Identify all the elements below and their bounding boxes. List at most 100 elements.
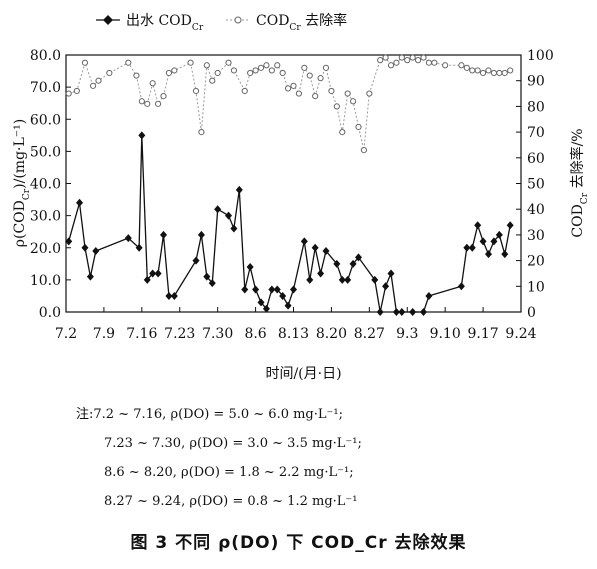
data-point-effluent-cod bbox=[284, 301, 292, 310]
data-point-removal-rate bbox=[73, 87, 80, 95]
data-point-removal-rate bbox=[279, 69, 286, 77]
data-point-removal-rate bbox=[312, 93, 319, 100]
data-point-effluent-cod bbox=[490, 237, 498, 246]
y-right-tick-label: 60 bbox=[527, 151, 545, 167]
x-tick-label: 8.6 bbox=[244, 326, 266, 342]
data-point-removal-rate bbox=[230, 67, 238, 74]
data-point-effluent-cod bbox=[506, 221, 514, 230]
data-point-removal-rate bbox=[89, 82, 97, 89]
data-point-removal-rate bbox=[165, 69, 173, 77]
data-point-effluent-cod bbox=[230, 224, 238, 233]
data-point-effluent-cod bbox=[387, 269, 395, 278]
data-point-removal-rate bbox=[377, 57, 384, 64]
data-point-effluent-cod bbox=[165, 291, 173, 300]
data-point-removal-rate bbox=[355, 123, 362, 131]
data-point-effluent-cod bbox=[290, 285, 297, 294]
note-period: 7.23 ~ 7.30 bbox=[104, 436, 182, 451]
legend-label-removal: CODCr 去除率 bbox=[256, 12, 347, 33]
data-point-removal-rate bbox=[95, 77, 102, 84]
data-point-removal-rate bbox=[65, 90, 72, 97]
data-point-effluent-cod bbox=[124, 234, 132, 243]
x-tick-label: 7.30 bbox=[202, 326, 233, 342]
data-point-removal-rate bbox=[420, 54, 427, 61]
data-point-removal-rate bbox=[274, 62, 281, 69]
x-tick-label: 8.13 bbox=[278, 326, 309, 342]
x-tick-label: 7.23 bbox=[164, 326, 195, 342]
x-tick-label: 7.9 bbox=[93, 326, 115, 342]
y-right-tick-label: 10 bbox=[527, 279, 545, 295]
series-line-effluent-cod bbox=[68, 135, 511, 313]
y-right-axis-title: CODCr 去除率/% bbox=[569, 128, 590, 237]
data-point-removal-rate bbox=[192, 87, 200, 95]
data-point-removal-rate bbox=[295, 90, 303, 97]
data-point-removal-rate bbox=[171, 67, 178, 74]
data-point-removal-rate bbox=[409, 54, 416, 61]
data-point-effluent-cod bbox=[81, 243, 89, 252]
data-point-removal-rate bbox=[387, 62, 395, 69]
data-point-removal-rate bbox=[333, 103, 340, 110]
data-point-effluent-cod bbox=[495, 230, 503, 239]
y-right-tick-label: 20 bbox=[527, 254, 545, 270]
data-point-effluent-cod bbox=[143, 275, 151, 284]
data-point-removal-rate bbox=[474, 67, 481, 74]
data-point-effluent-cod bbox=[235, 185, 243, 194]
data-point-effluent-cod bbox=[479, 237, 487, 246]
data-point-removal-rate bbox=[301, 64, 308, 71]
data-point-removal-rate bbox=[209, 77, 216, 84]
legend-marker-removal bbox=[234, 16, 242, 24]
data-point-removal-rate bbox=[398, 54, 405, 61]
data-point-removal-rate bbox=[490, 69, 498, 77]
note-period: 8.27 ~ 9.24 bbox=[104, 494, 182, 509]
data-point-removal-rate bbox=[458, 62, 465, 69]
chart-figure: 0.0 10.0 20.0 30.0 40.0 50.0 60.0 70.0 80.0 0 10 20… bbox=[12, 12, 590, 382]
y-left-tick-label: 50.0 bbox=[30, 144, 61, 160]
data-point-effluent-cod bbox=[268, 285, 276, 294]
data-point-effluent-cod bbox=[392, 308, 400, 316]
data-point-effluent-cod bbox=[333, 259, 341, 268]
data-point-effluent-cod bbox=[501, 250, 509, 259]
data-point-effluent-cod bbox=[203, 272, 211, 281]
data-point-effluent-cod bbox=[468, 243, 476, 252]
data-point-removal-rate bbox=[160, 93, 167, 100]
data-point-effluent-cod bbox=[92, 246, 100, 255]
data-point-removal-rate bbox=[214, 69, 221, 77]
data-point-removal-rate bbox=[138, 98, 145, 105]
note-prefix: 注: bbox=[76, 407, 94, 422]
data-point-effluent-cod bbox=[300, 237, 308, 246]
note-row-1: 注:7.2 ~ 7.16, ρ(DO) = 5.0 ~ 6.0 mg·L⁻¹; bbox=[76, 407, 343, 422]
series-line-removal-rate bbox=[68, 56, 511, 151]
note-row-3: 8.6 ~ 8.20, ρ(DO) = 1.8 ~ 2.2 mg·L⁻¹; bbox=[104, 465, 354, 480]
data-point-effluent-cod bbox=[376, 308, 384, 316]
data-point-removal-rate bbox=[366, 90, 373, 97]
data-point-effluent-cod bbox=[457, 282, 465, 291]
data-point-effluent-cod bbox=[420, 308, 427, 316]
data-point-effluent-cod bbox=[317, 269, 325, 278]
data-point-effluent-cod bbox=[322, 246, 330, 255]
data-point-removal-rate bbox=[360, 146, 368, 154]
y-left-tick-label: 40.0 bbox=[30, 177, 61, 193]
legend-marker-effluent bbox=[103, 15, 113, 25]
data-point-removal-rate bbox=[349, 98, 357, 105]
data-point-effluent-cod bbox=[257, 298, 265, 307]
data-point-removal-rate bbox=[306, 72, 313, 79]
data-point-effluent-cod bbox=[344, 275, 352, 284]
data-point-removal-rate bbox=[106, 69, 113, 77]
data-point-removal-rate bbox=[344, 90, 351, 97]
data-point-removal-rate bbox=[187, 59, 194, 66]
data-point-removal-rate bbox=[268, 67, 275, 74]
y-right-tick-label: 0 bbox=[527, 305, 536, 321]
data-point-effluent-cod bbox=[65, 237, 73, 246]
y-right-tick-label: 90 bbox=[527, 74, 545, 90]
data-point-effluent-cod bbox=[197, 230, 205, 239]
data-point-removal-rate bbox=[404, 57, 411, 64]
data-point-effluent-cod bbox=[192, 256, 200, 265]
y-left-axis-title: ρ(CODCr)/(mg·L⁻¹) bbox=[12, 119, 32, 248]
x-tick-label: 9.24 bbox=[505, 326, 536, 342]
data-point-effluent-cod bbox=[311, 243, 319, 252]
note-row-4: 8.27 ~ 9.24, ρ(DO) = 0.8 ~ 1.2 mg·L⁻¹ bbox=[104, 494, 358, 509]
x-tick-label: 8.20 bbox=[316, 326, 347, 342]
x-tick-label: 7.16 bbox=[126, 326, 157, 342]
data-point-removal-rate bbox=[485, 67, 492, 74]
x-tick-label: 9.3 bbox=[396, 326, 418, 342]
data-point-removal-rate bbox=[225, 59, 232, 66]
